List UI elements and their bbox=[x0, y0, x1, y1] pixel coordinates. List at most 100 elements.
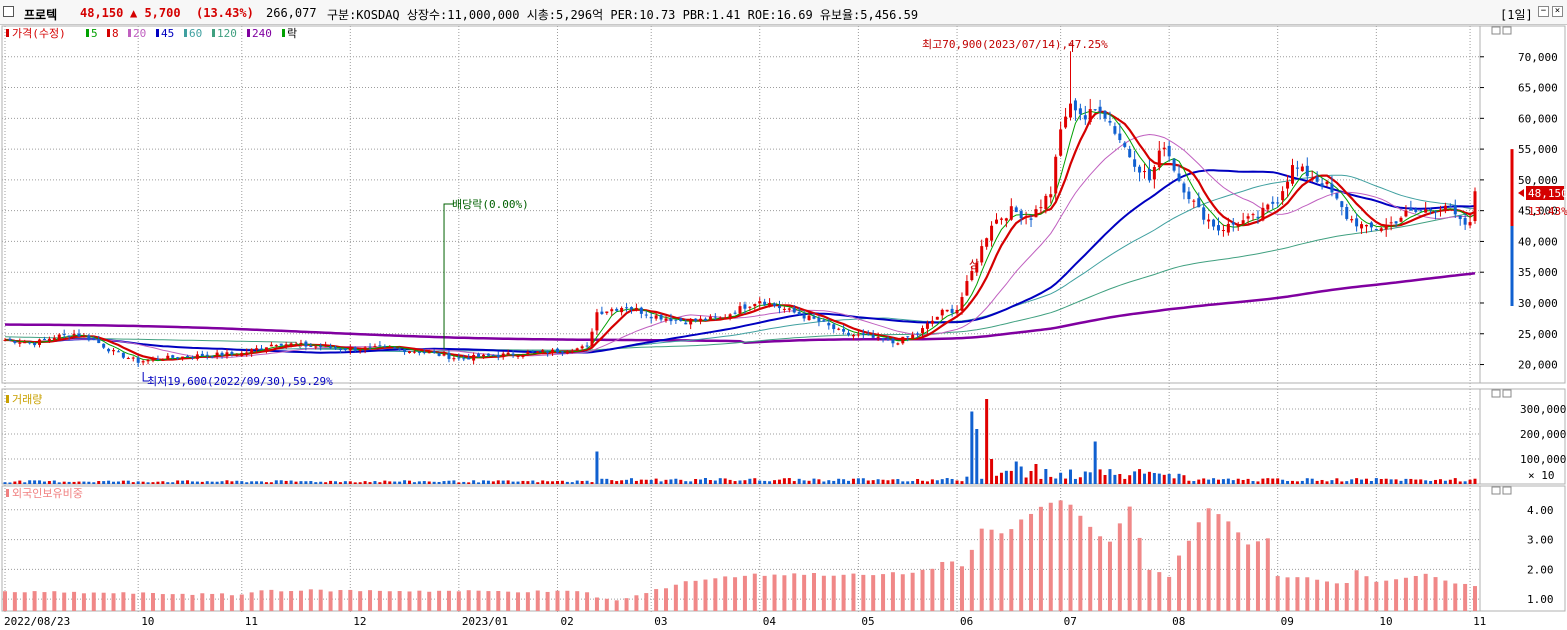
candle bbox=[1098, 99, 1102, 120]
pane-close-icon[interactable] bbox=[1502, 389, 1512, 398]
pane-close-icon[interactable] bbox=[1502, 486, 1512, 495]
foreign-ownership-bar bbox=[91, 592, 96, 611]
volume-bar bbox=[1093, 441, 1097, 484]
candle bbox=[1187, 187, 1191, 204]
candle bbox=[363, 346, 367, 354]
candle bbox=[723, 314, 727, 320]
candle bbox=[1379, 226, 1383, 233]
volume-bar bbox=[264, 482, 268, 484]
volume-bar bbox=[1212, 478, 1216, 484]
candle bbox=[1177, 165, 1181, 183]
volume-bar bbox=[1419, 479, 1423, 484]
candle bbox=[644, 310, 648, 319]
candle bbox=[1093, 109, 1097, 112]
volume-bar bbox=[1335, 478, 1339, 484]
volume-tick-label: 200,000 bbox=[1520, 428, 1566, 441]
high-arrow bbox=[1068, 43, 1073, 52]
volume-bar bbox=[13, 481, 17, 484]
foreign-ownership-bar bbox=[1167, 576, 1172, 611]
candle bbox=[960, 292, 964, 315]
candle bbox=[299, 339, 303, 347]
volume-bar bbox=[773, 480, 777, 484]
volume-bar bbox=[684, 481, 688, 484]
volume-bar bbox=[995, 475, 999, 484]
candle bbox=[126, 356, 130, 360]
candle bbox=[763, 298, 767, 307]
volume-bar bbox=[610, 480, 614, 484]
pane-minimize-icon[interactable] bbox=[1491, 389, 1501, 398]
low-annotation: 최저19,600(2022/09/30),59.29% bbox=[147, 375, 333, 388]
foreign-ownership-bar bbox=[673, 584, 678, 611]
candle bbox=[1113, 122, 1117, 136]
dividend-marker-line bbox=[443, 203, 455, 350]
candle bbox=[432, 348, 436, 354]
volume-bar bbox=[708, 480, 712, 484]
candle bbox=[1073, 98, 1077, 121]
candle bbox=[33, 341, 37, 348]
volume-bar bbox=[703, 478, 707, 484]
volume-bar bbox=[72, 481, 76, 484]
candle bbox=[1128, 145, 1132, 158]
pane-minimize-icon[interactable] bbox=[1491, 486, 1501, 495]
volume-bar bbox=[87, 481, 91, 484]
minimize-icon[interactable]: − bbox=[1538, 6, 1549, 17]
candle bbox=[768, 298, 772, 308]
volume-bar bbox=[1118, 474, 1122, 484]
foreign-ownership-bar bbox=[1354, 570, 1359, 611]
volume-bar bbox=[52, 480, 56, 484]
candle bbox=[797, 307, 801, 316]
volume-bar bbox=[1133, 471, 1137, 484]
ma-60-line bbox=[5, 174, 1476, 352]
current-price-pointer bbox=[1518, 189, 1524, 197]
volume-bar bbox=[713, 480, 717, 484]
candle bbox=[1414, 207, 1418, 214]
foreign-ownership-bar bbox=[1433, 577, 1438, 611]
price-tick-label: 55,000 bbox=[1518, 143, 1558, 156]
candle bbox=[422, 348, 426, 355]
candle bbox=[1167, 141, 1171, 162]
volume-bar bbox=[47, 481, 51, 484]
volume-bar bbox=[1014, 461, 1018, 484]
volume-bar bbox=[832, 480, 836, 484]
volume-bar bbox=[866, 480, 870, 484]
volume-bar bbox=[274, 480, 278, 484]
foreign-ownership-bar bbox=[1117, 523, 1122, 611]
candle bbox=[289, 342, 293, 348]
candle bbox=[1335, 193, 1339, 201]
foreign-ownership-bar bbox=[1295, 577, 1300, 611]
volume-bar bbox=[1364, 478, 1368, 484]
pane-minimize-icon[interactable] bbox=[1491, 26, 1501, 35]
volume-bar bbox=[871, 480, 875, 484]
foreign-ownership-bar bbox=[249, 592, 254, 611]
candle bbox=[600, 306, 604, 315]
volume-bar bbox=[1004, 470, 1008, 484]
volume-bar bbox=[77, 481, 81, 484]
candle bbox=[713, 313, 717, 321]
volume-bar bbox=[1424, 480, 1428, 484]
volume-bar bbox=[1468, 479, 1472, 484]
candle bbox=[876, 332, 880, 341]
pane-close-icon[interactable] bbox=[1502, 26, 1512, 35]
select-checkbox[interactable] bbox=[3, 6, 14, 17]
volume-bar bbox=[407, 480, 411, 484]
volume-bar bbox=[33, 480, 37, 484]
foreign-ownership-bar bbox=[664, 588, 669, 611]
candle bbox=[792, 305, 796, 314]
volume-bar bbox=[1172, 478, 1176, 484]
volume-bar bbox=[615, 481, 619, 484]
candle bbox=[72, 329, 76, 339]
candle bbox=[496, 351, 500, 361]
limit-up-annotation: 상 bbox=[969, 258, 979, 271]
candle bbox=[1345, 203, 1349, 221]
foreign-ownership-bar bbox=[308, 589, 313, 611]
candle bbox=[304, 340, 308, 351]
candle bbox=[112, 347, 116, 356]
close-icon[interactable]: × bbox=[1552, 6, 1563, 17]
volume-bar bbox=[1009, 470, 1013, 484]
foreign-ownership-bar bbox=[1009, 529, 1014, 611]
candle bbox=[1157, 141, 1161, 171]
candle bbox=[151, 356, 155, 363]
candle bbox=[8, 337, 12, 342]
period-selector[interactable]: [1일] bbox=[1500, 8, 1533, 22]
